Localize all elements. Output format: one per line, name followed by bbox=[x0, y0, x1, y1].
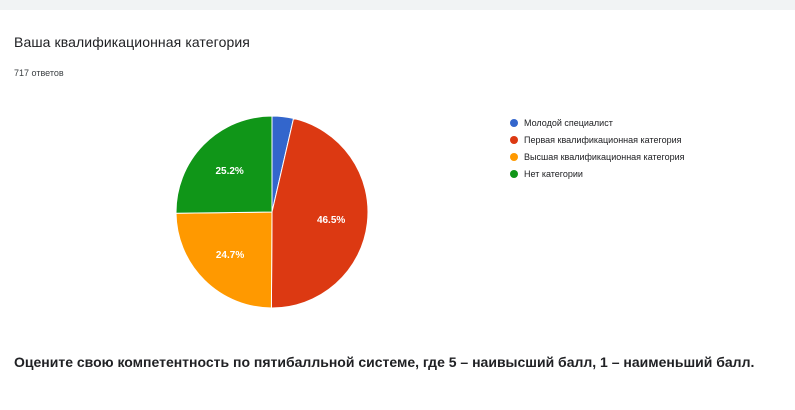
pie-slices bbox=[175, 115, 369, 309]
next-question-title: Оцените свою компетентность по пятибалль… bbox=[14, 354, 755, 370]
pie-labels: 46.5% 24.7% 25.2% bbox=[215, 166, 345, 261]
legend-label: Нет категории bbox=[524, 168, 583, 179]
legend-item-young-specialist[interactable]: Молодой специалист bbox=[510, 114, 685, 131]
slice-highest-category[interactable] bbox=[175, 211, 273, 309]
legend-item-highest-category[interactable]: Высшая квалификационная категория bbox=[510, 148, 685, 165]
slice-no-category[interactable] bbox=[175, 115, 273, 214]
legend-item-no-category[interactable]: Нет категории bbox=[510, 165, 685, 182]
legend-marker bbox=[510, 152, 518, 161]
chart-legend: Молодой специалист Первая квалификационн… bbox=[510, 114, 685, 182]
legend-marker bbox=[510, 169, 518, 178]
question-card: Ваша квалификационная категория 717 отве… bbox=[0, 10, 795, 410]
legend-label: Молодой специалист bbox=[524, 117, 613, 128]
label-no-category: 25.2% bbox=[215, 166, 243, 177]
label-highest-category: 24.7% bbox=[216, 250, 244, 261]
label-first-category: 46.5% bbox=[317, 215, 345, 226]
response-count: 717 ответов bbox=[14, 68, 64, 78]
pie-chart: 46.5% 24.7% 25.2% bbox=[175, 115, 369, 309]
legend-marker bbox=[510, 135, 518, 144]
legend-marker bbox=[510, 118, 518, 127]
legend-item-first-category[interactable]: Первая квалификационная категория bbox=[510, 131, 685, 148]
question-title: Ваша квалификационная категория bbox=[14, 34, 250, 50]
legend-label: Высшая квалификационная категория bbox=[524, 151, 685, 162]
legend-label: Первая квалификационная категория bbox=[524, 134, 682, 145]
slice-first-category[interactable] bbox=[270, 117, 369, 309]
